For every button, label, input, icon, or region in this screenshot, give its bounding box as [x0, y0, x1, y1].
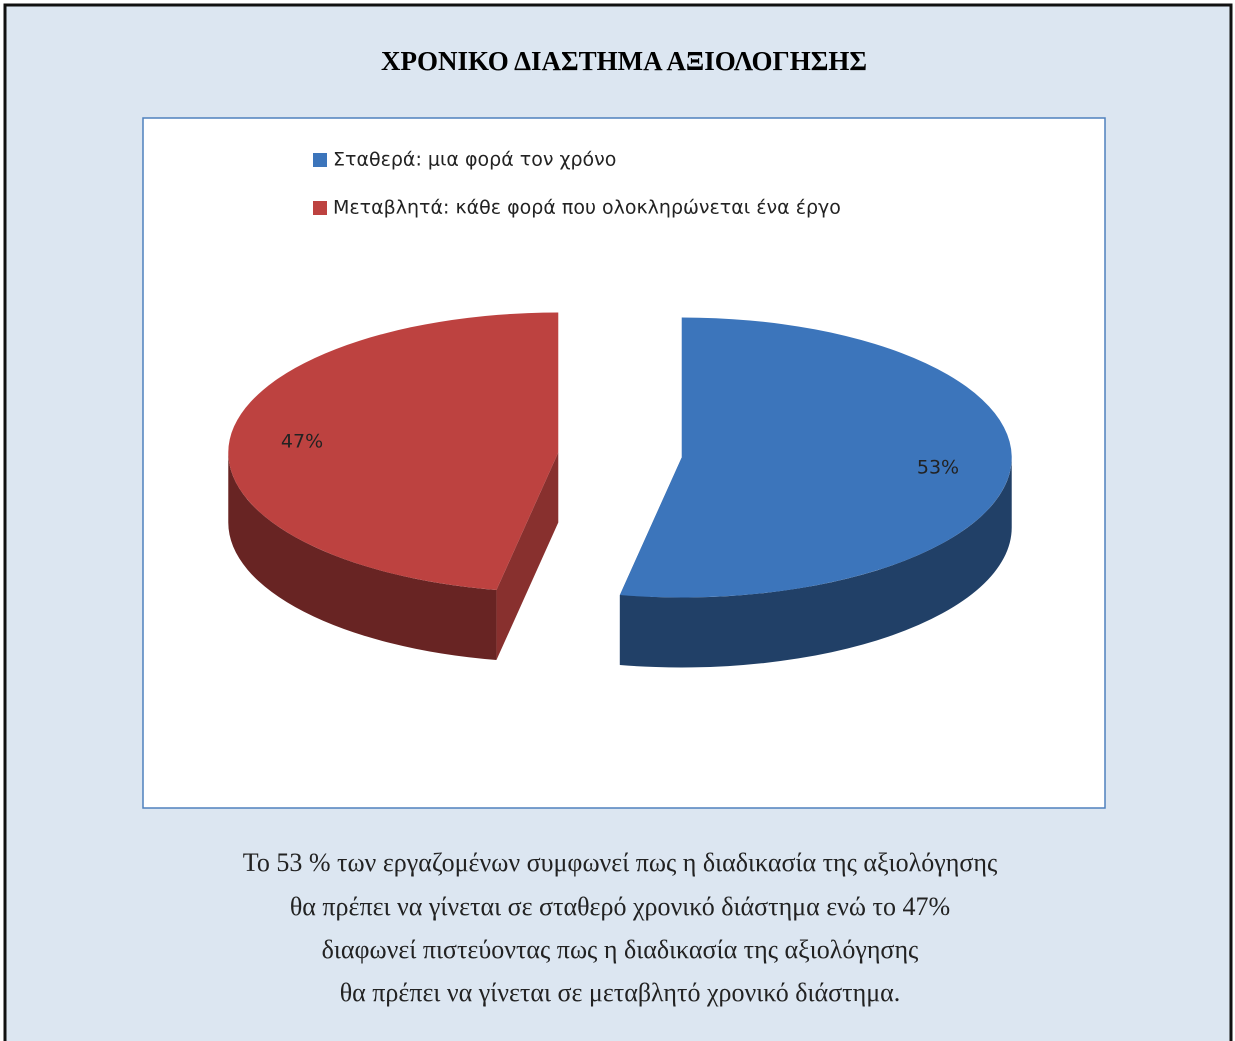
data-label: 47% — [281, 431, 323, 453]
caption-line: θα πρέπει να γίνεται σε σταθερό χρονικό … — [290, 892, 950, 921]
caption-line: διαφωνεί πιστεύοντας πως η διαδικασία τη… — [322, 935, 919, 964]
slice-side — [619, 457, 1012, 668]
slice — [619, 317, 1012, 598]
data-label: 53% — [917, 456, 959, 478]
caption-line: Το 53 % των εργαζομένων συμφωνεί πως η δ… — [243, 848, 998, 877]
legend-label: Σταθερά: μια φορά τον χρόνο — [333, 149, 616, 171]
slice — [228, 312, 559, 591]
caption-line: θα πρέπει να γίνεται σε μεταβλητό χρονικ… — [340, 978, 901, 1007]
legend-swatch — [313, 201, 327, 215]
slice-edge — [496, 452, 559, 661]
chart-title: ΧΡΟΝΙΚΟ ΔΙΑΣΤΗΜΑ ΑΞΙΟΛΟΓΗΣΗΣ — [381, 46, 867, 76]
legend-label: Μεταβλητά: κάθε φορά που ολοκληρώνεται έ… — [333, 197, 841, 219]
legend-swatch — [313, 153, 327, 167]
slice-side — [228, 452, 497, 661]
